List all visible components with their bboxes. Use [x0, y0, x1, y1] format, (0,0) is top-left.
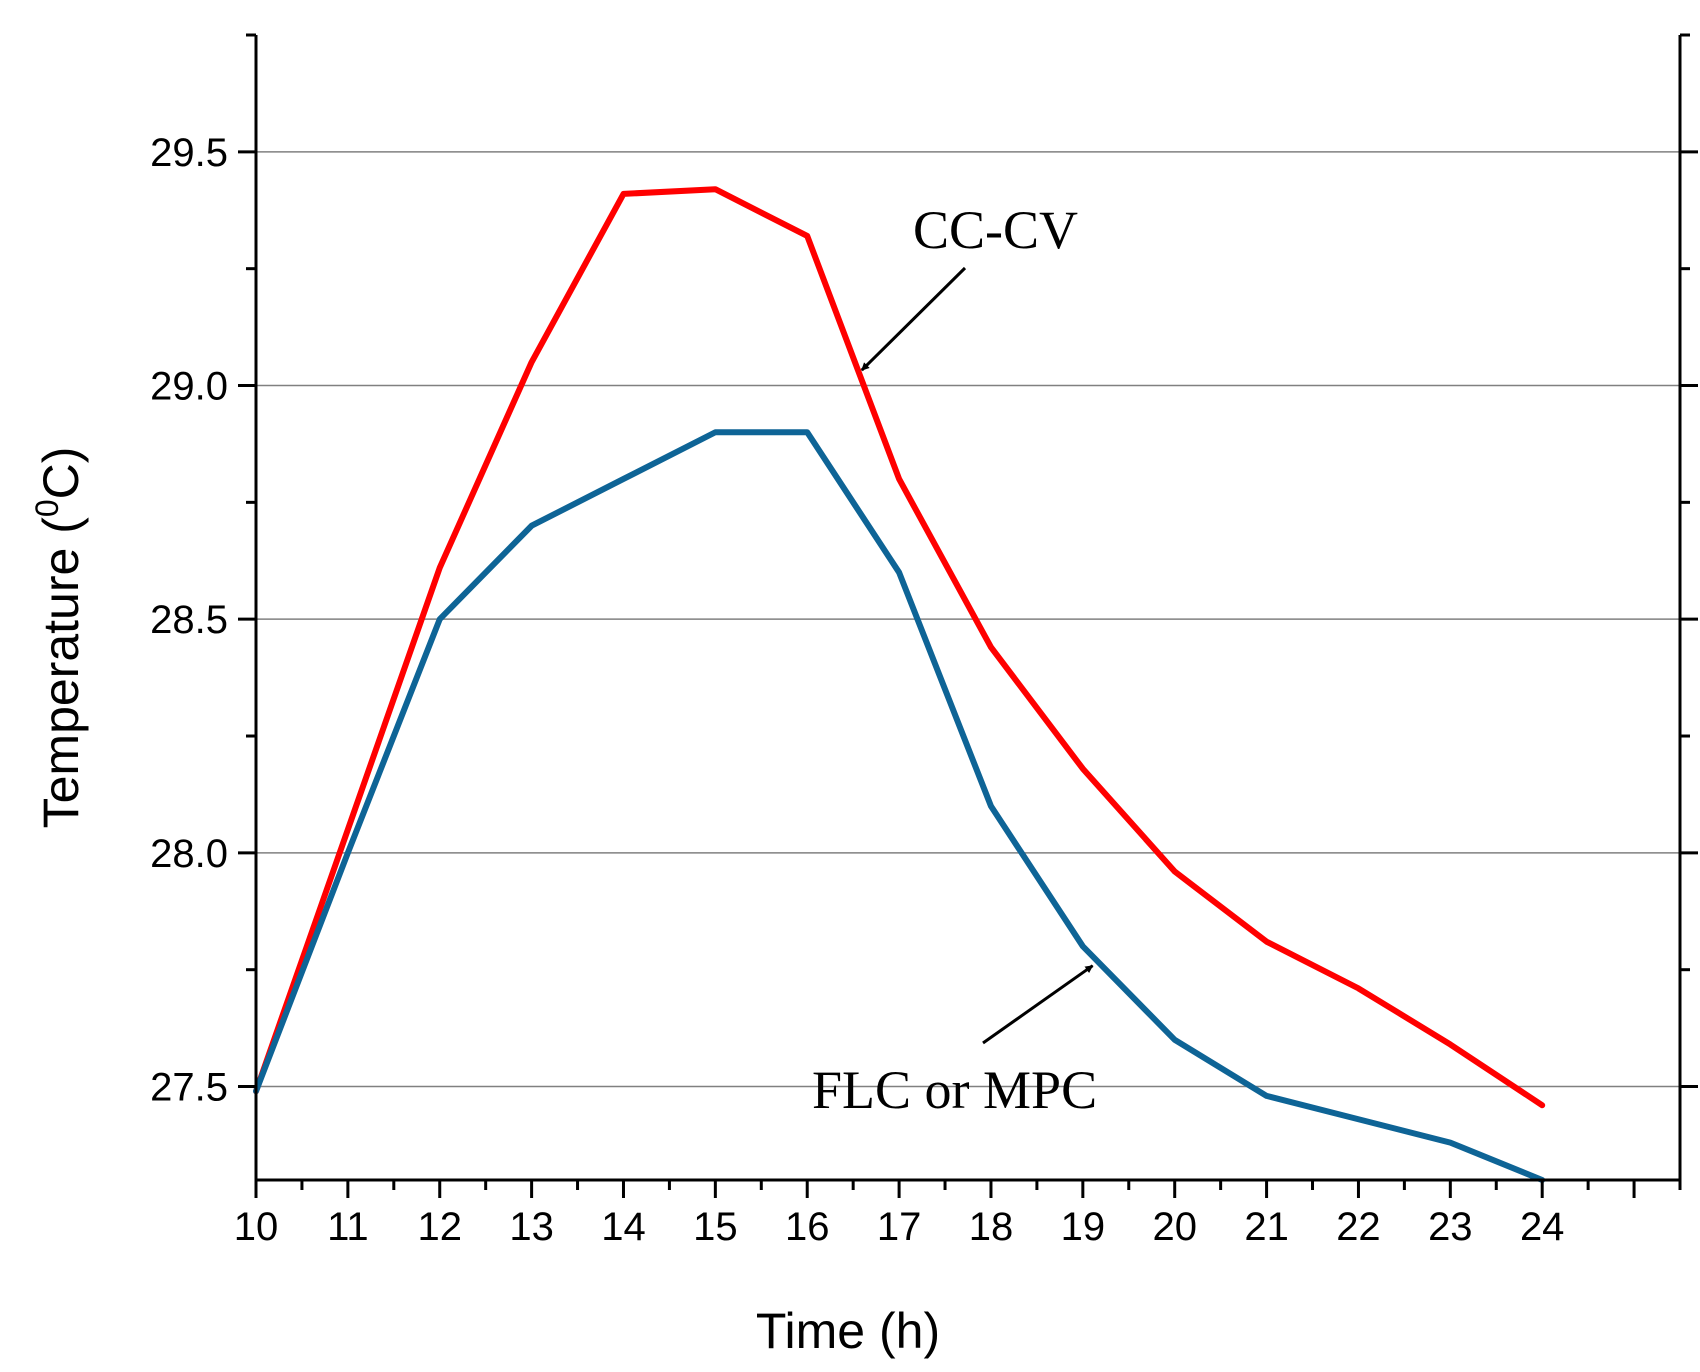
x-tick-label: 13 — [509, 1205, 554, 1249]
y-axis-title: Temperature (0C) — [29, 447, 89, 829]
y-tick-label: 29.0 — [150, 365, 228, 409]
y-axis-title-superscript: 0 — [29, 499, 65, 517]
x-tick-label: 10 — [234, 1205, 279, 1249]
y-axis-title-main: Temperature ( — [33, 517, 89, 829]
x-tick-label: 16 — [785, 1205, 830, 1249]
tick-labels: 10 11 12 13 14 15 16 17 18 19 20 21 22 23 24 27.5 28.0 28… — [150, 131, 1564, 1249]
x-tick-label: 19 — [1061, 1205, 1106, 1249]
flc-mpc-arrow — [982, 964, 1094, 1045]
y-axis-title-end: C) — [33, 447, 89, 500]
x-tick-label: 20 — [1152, 1205, 1197, 1249]
grid-lines — [256, 151, 1680, 1088]
plot-frame — [254, 35, 1682, 1182]
y-tick-label: 28.5 — [150, 598, 228, 642]
x-tick-label: 23 — [1428, 1205, 1473, 1249]
y-tick-label: 27.5 — [150, 1066, 228, 1110]
x-tick-label: 12 — [417, 1205, 462, 1249]
axis-ticks — [238, 33, 1698, 1198]
x-tick-label: 21 — [1244, 1205, 1289, 1249]
x-tick-label: 22 — [1336, 1205, 1381, 1249]
x-tick-label: 15 — [693, 1205, 738, 1249]
cc-cv-label: CC-CV — [913, 200, 1078, 260]
series-line-flc-or-mpc — [253, 429, 1546, 1183]
x-tick-label: 11 — [327, 1205, 369, 1249]
y-tick-label: 29.5 — [150, 131, 228, 175]
annotations: CC-CV FLC or MPC — [812, 200, 1097, 1120]
x-axis-title: Time (h) — [756, 1303, 940, 1359]
series-line-cc-cv — [253, 186, 1546, 1109]
flc-mpc-label: FLC or MPC — [812, 1060, 1097, 1120]
cc-cv-arrow — [860, 266, 967, 372]
x-tick-label: 24 — [1520, 1205, 1565, 1249]
data-series — [253, 186, 1546, 1183]
x-tick-label: 18 — [969, 1205, 1014, 1249]
x-tick-label: 17 — [877, 1205, 922, 1249]
y-tick-label: 28.0 — [150, 832, 228, 876]
x-tick-label: 14 — [601, 1205, 646, 1249]
